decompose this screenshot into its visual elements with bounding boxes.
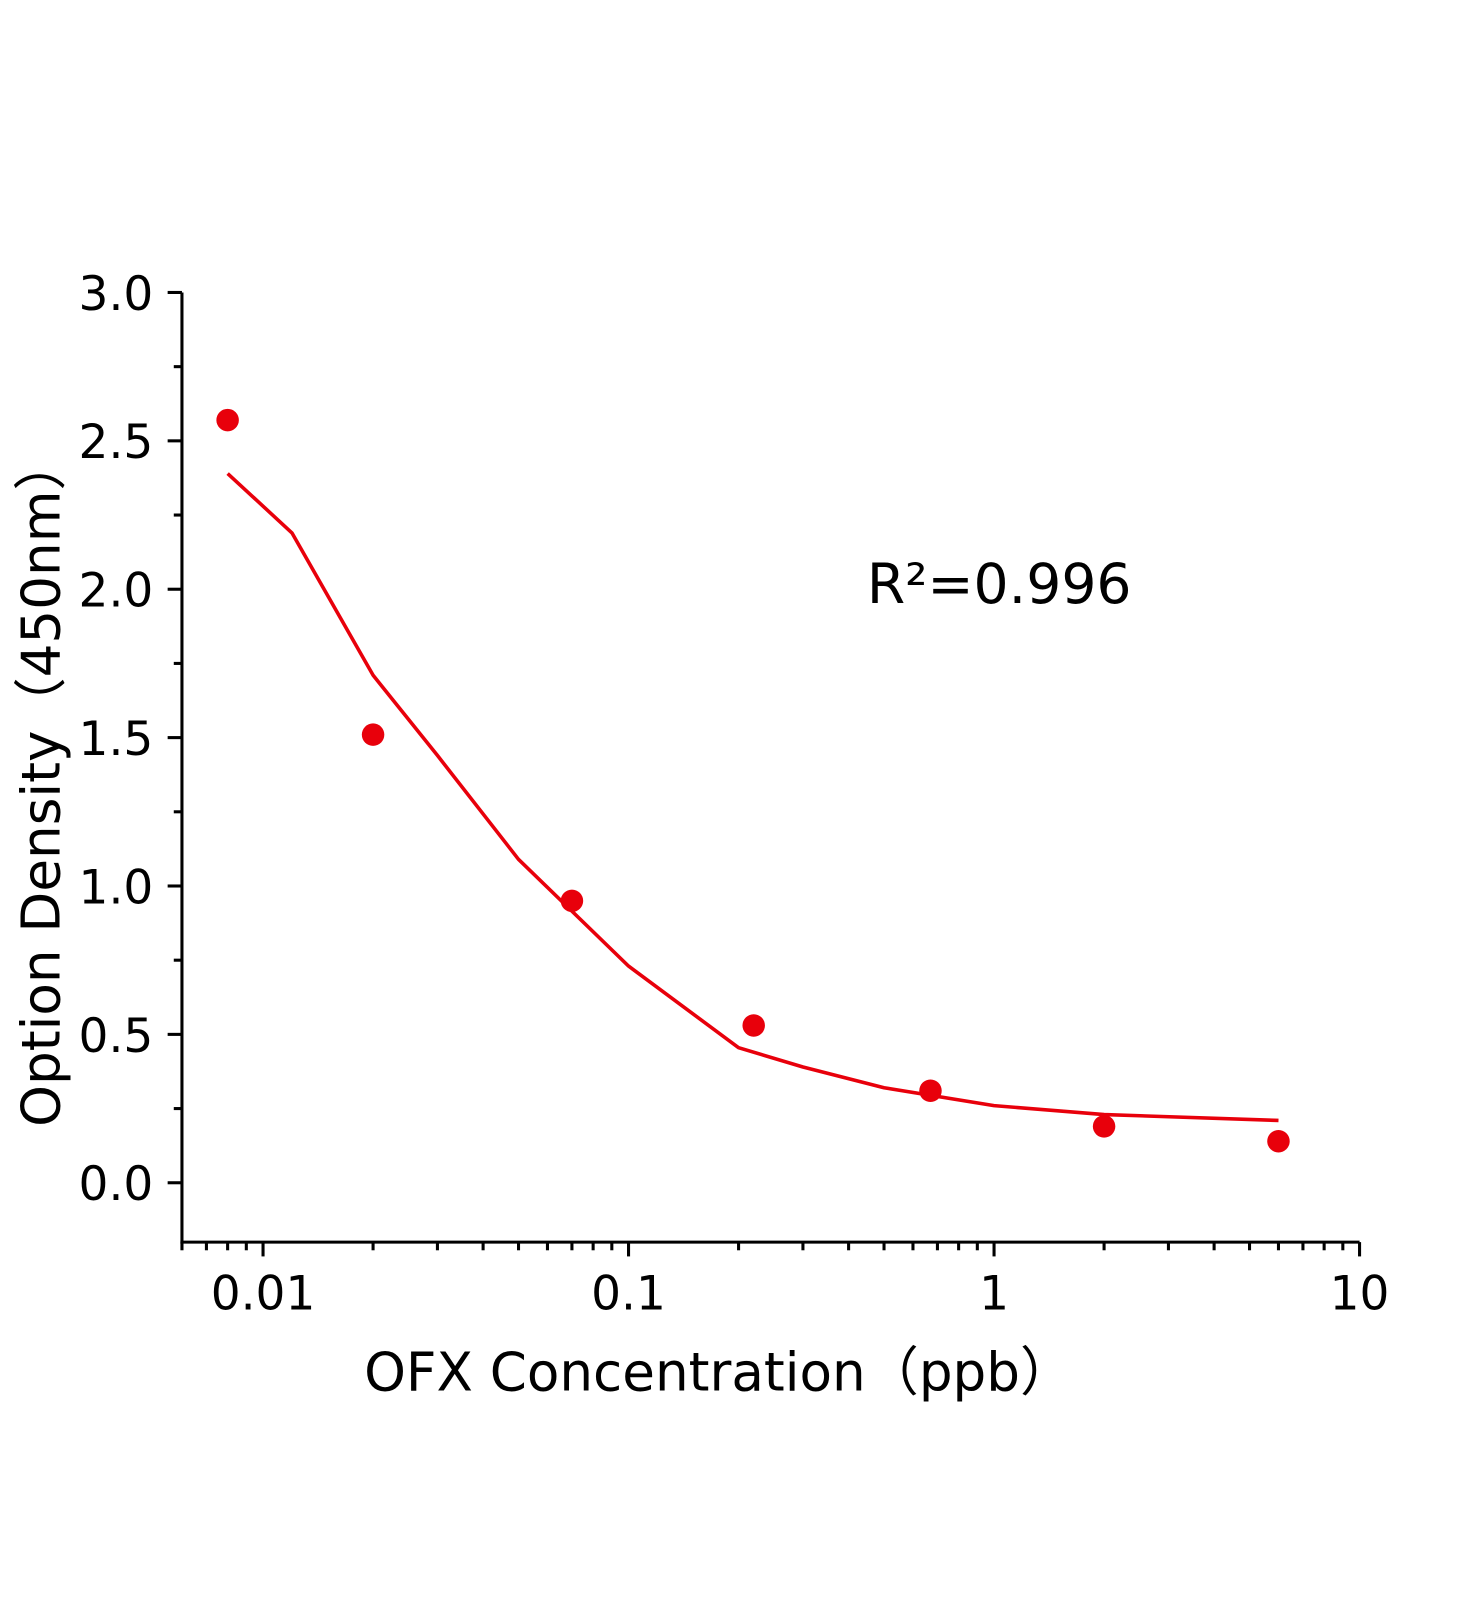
y-tick-label: 0.0	[79, 1157, 154, 1212]
data-point	[1267, 1129, 1290, 1153]
data-point	[216, 408, 239, 432]
fit-curve	[226, 472, 1279, 1123]
annotation: R²=0.996	[867, 553, 1132, 617]
y-axis-title: Option Density（450nm）	[10, 437, 72, 1126]
data-point	[919, 1079, 942, 1103]
y-tick-label: 1.5	[79, 712, 154, 767]
y-tick-label: 0.5	[79, 1009, 154, 1064]
data-point	[361, 723, 385, 746]
data-point	[1092, 1115, 1116, 1138]
y-tick-label: 2.5	[79, 415, 154, 470]
x-tick-label: 0.1	[591, 1267, 666, 1322]
x-tick-label: 1	[979, 1267, 1009, 1322]
y-tick-label: 2.0	[79, 564, 154, 619]
x-tick-label: 0.01	[211, 1267, 316, 1322]
data-point	[742, 1014, 765, 1037]
y-tick-label: 1.0	[79, 860, 154, 915]
y-tick-label: 3.0	[79, 267, 154, 322]
x-tick-label: 10	[1330, 1267, 1390, 1322]
x-axis-title: OFX Concentration（ppb）	[364, 1341, 1073, 1403]
